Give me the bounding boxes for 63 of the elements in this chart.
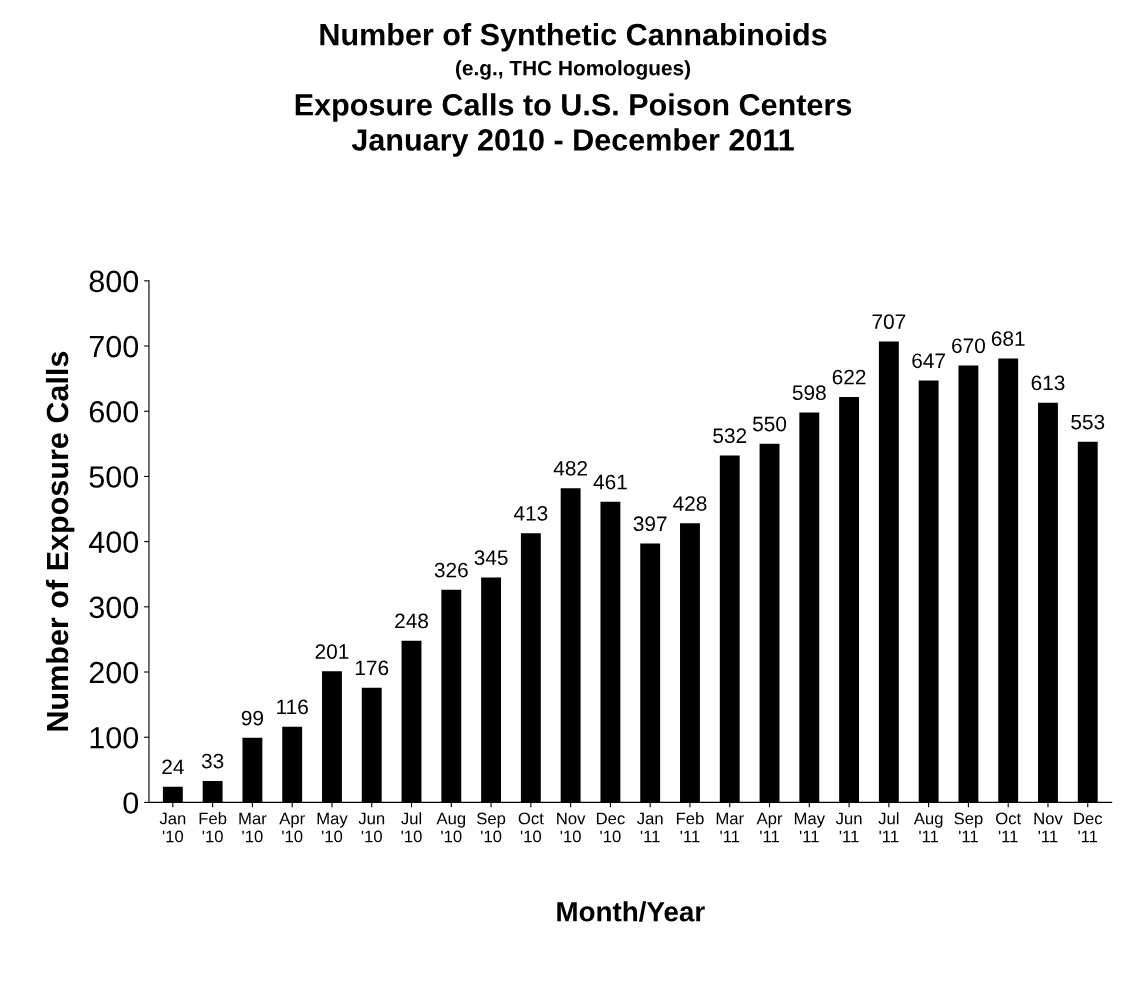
data-label: 532 xyxy=(713,428,747,444)
data-label: 482 xyxy=(553,460,587,476)
y-tick-label: 0 xyxy=(123,792,139,814)
x-tick-label: Jul '10 xyxy=(401,812,422,843)
x-tick-label: Dec '10 xyxy=(596,812,625,843)
x-tick-label: Feb '10 xyxy=(199,812,227,843)
data-label: 553 xyxy=(1071,414,1105,430)
y-tick-label: 800 xyxy=(89,270,139,293)
x-tick-label: Sep '10 xyxy=(477,812,506,843)
data-label: 647 xyxy=(912,353,945,369)
data-label: 670 xyxy=(952,338,985,354)
data-label: 33 xyxy=(201,753,224,769)
x-tick-label: Aug '11 xyxy=(913,812,943,843)
data-label: 428 xyxy=(673,496,707,511)
x-axis-title: Month/Year xyxy=(557,901,705,922)
y-tick-label: 600 xyxy=(89,400,139,423)
chart-title: Number of Synthetic Cannabinoids xyxy=(320,22,827,52)
data-label: 116 xyxy=(277,699,308,715)
x-tick-label: Jun '10 xyxy=(358,812,385,843)
text: Exposure Calls to U.S. Poison Centers xyxy=(295,93,852,122)
y-tick-label: 500 xyxy=(89,466,139,488)
data-label: 461 xyxy=(593,474,627,490)
y-tick-label: 200 xyxy=(89,661,139,684)
x-tick-label: Apr '10 xyxy=(279,812,305,843)
data-label: 248 xyxy=(395,613,428,629)
x-tick-label: Mar '11 xyxy=(716,812,744,843)
data-label: 345 xyxy=(474,550,508,566)
data-label: 550 xyxy=(752,416,787,432)
data-label: 397 xyxy=(633,516,667,532)
x-tick-label: Nov '11 xyxy=(1034,812,1063,843)
text: January 2010 - December 2011 xyxy=(351,128,794,157)
x-tick-label: Mar '10 xyxy=(239,812,267,843)
y-tick-label: 700 xyxy=(89,335,139,358)
data-label: 201 xyxy=(315,644,349,659)
data-label: 613 xyxy=(1031,375,1065,391)
x-tick-label: Jan '10 xyxy=(159,812,186,843)
data-label: 681 xyxy=(991,331,1025,346)
x-tick-label: Oct '10 xyxy=(518,812,544,843)
y-tick-label: 300 xyxy=(89,596,139,619)
x-tick-label: Dec '11 xyxy=(1074,812,1103,843)
x-tick-label: Apr '11 xyxy=(756,812,783,843)
data-label: 622 xyxy=(832,369,866,385)
x-tick-label: Nov '10 xyxy=(557,812,586,843)
y-tick-label: 100 xyxy=(90,726,139,749)
x-tick-label: Aug '10 xyxy=(436,812,466,843)
x-tick-label: May '10 xyxy=(317,812,348,843)
x-tick-label: Oct '11 xyxy=(996,812,1022,843)
data-label: 326 xyxy=(434,562,468,578)
x-tick-label: Jun '11 xyxy=(835,812,862,843)
data-label: 707 xyxy=(872,314,906,330)
x-tick-label: Jan '11 xyxy=(637,812,663,843)
data-label: 413 xyxy=(513,505,548,521)
data-label: 24 xyxy=(162,759,184,775)
y-axis-title: Number of Exposure Calls xyxy=(45,351,75,731)
x-tick-label: Jul '11 xyxy=(878,812,899,843)
chart-subtitle: (e.g., THC Homologues) xyxy=(455,60,691,80)
y-tick-label: 400 xyxy=(88,531,139,553)
x-tick-label: May '11 xyxy=(794,812,826,843)
data-label: 598 xyxy=(792,385,826,401)
data-label: 99 xyxy=(241,710,263,726)
data-label: 176 xyxy=(355,660,389,676)
x-tick-label: Feb '11 xyxy=(676,812,704,843)
x-tick-label: Sep '11 xyxy=(954,812,983,843)
